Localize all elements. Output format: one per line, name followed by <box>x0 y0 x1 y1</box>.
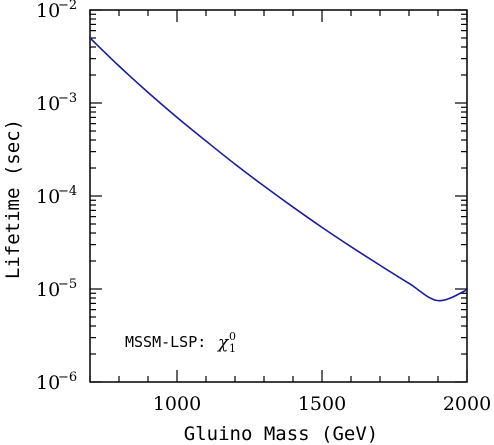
y-tick-base: 10 <box>36 372 60 394</box>
y-tick-base: 10 <box>36 93 60 115</box>
y-tick-label: 10−2 <box>36 0 77 22</box>
y-tick-exponent: −6 <box>58 370 77 385</box>
y-tick-exponent: −3 <box>58 91 77 106</box>
y-tick-labels: 10−610−510−410−310−2 <box>36 0 77 394</box>
y-tick-exponent: −5 <box>58 277 77 292</box>
annotation-symbol: χ <box>217 333 230 353</box>
plot-frame <box>89 9 468 383</box>
annotation-text: MSSM-LSP: <box>125 333 206 351</box>
y-tick-exponent: −4 <box>58 184 77 199</box>
y-tick-base: 10 <box>36 0 60 22</box>
annotation-superscript: 0 <box>229 330 236 343</box>
minor-ticks <box>89 10 467 382</box>
y-tick-base: 10 <box>36 279 60 301</box>
x-tick-labels: 1000 1500 2000 <box>153 393 491 415</box>
annotation: MSSM-LSP: χ 0 1 <box>125 330 236 355</box>
y-tick-base: 10 <box>36 186 60 208</box>
y-tick-label: 10−4 <box>36 184 77 208</box>
x-tick-label: 2000 <box>443 393 491 415</box>
y-tick-exponent: −2 <box>58 0 77 13</box>
y-axis-title: Lifetime (sec) <box>2 119 24 279</box>
x-axis-title: Gluino Mass (GeV) <box>184 423 378 445</box>
x-tick-label: 1000 <box>153 393 201 415</box>
annotation-subscript: 1 <box>229 342 236 355</box>
y-tick-label: 10−5 <box>36 277 77 301</box>
x-tick-label: 1500 <box>298 393 346 415</box>
y-tick-label: 10−6 <box>36 370 77 394</box>
y-tick-label: 10−3 <box>36 91 77 115</box>
lifetime-curve <box>89 37 468 302</box>
